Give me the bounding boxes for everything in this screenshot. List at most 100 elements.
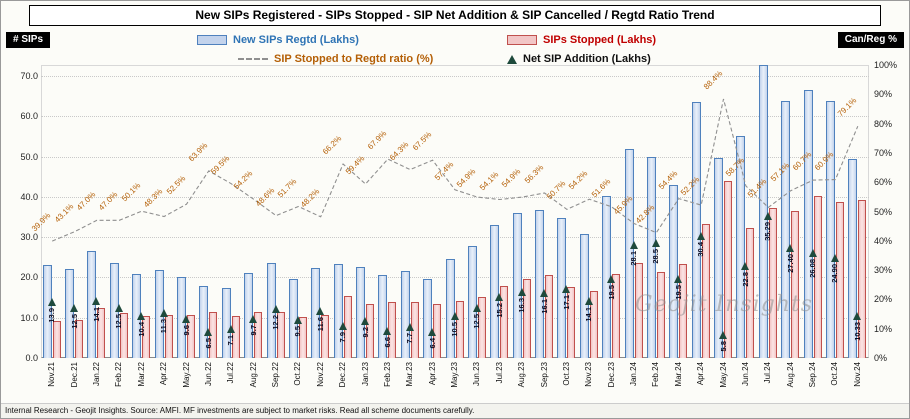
net-addition-marker (562, 285, 571, 294)
x-axis-month-label: Jan.23 (360, 362, 370, 387)
net-addition-marker (293, 315, 302, 324)
sips-stopped-bar (500, 285, 509, 358)
x-axis-month-label: Jan.24 (629, 362, 638, 387)
y-axis-tick-left: 70.0 (20, 70, 38, 81)
sips-stopped-bar (276, 311, 285, 358)
x-axis-month-label: Jan.22 (91, 362, 101, 387)
new-sips-bar (445, 258, 455, 358)
net-addition-value: 12.5 (472, 313, 482, 329)
net-addition-value: 30.4 (696, 241, 706, 257)
y-axis-tick-right: 80% (874, 118, 893, 129)
gridline (41, 116, 869, 118)
net-addition-marker (338, 322, 347, 331)
x-axis-month-label: Sep.23 (539, 362, 549, 388)
x-axis-month-label: Jul.22 (226, 362, 236, 384)
net-addition-value: 9.7 (248, 324, 258, 336)
sips-stopped-bar (567, 287, 576, 358)
y-axis-tick-left: 0.0 (25, 353, 38, 363)
net-addition-marker (114, 303, 123, 312)
new-sips-bar (691, 101, 701, 358)
x-axis-month-label: Jun.22 (203, 362, 213, 387)
x-axis-month-label: May.23 (450, 362, 459, 388)
x-axis-month-label: Sep.22 (271, 362, 280, 388)
net-addition-value: 9.5 (293, 325, 303, 337)
y-axis-tick-right: 0% (874, 353, 888, 363)
net-addition-value: 12.2 (271, 314, 280, 330)
net-addition-marker (316, 307, 325, 316)
net-addition-marker (607, 275, 616, 284)
x-axis-month-label: Apr.23 (427, 362, 437, 386)
net-addition-value: 6.5 (203, 337, 213, 349)
net-addition-marker (696, 231, 705, 240)
x-axis-month-label: Mar.24 (673, 362, 683, 387)
x-axis-month-label: Nov.22 (315, 362, 325, 387)
sips-stopped-bar (477, 296, 486, 358)
watermark: Geojit Insights (635, 292, 814, 317)
legend-ratio: SIP Stopped to Regtd ratio (%) (238, 53, 433, 65)
x-axis-month-label: May.24 (718, 362, 728, 388)
new-sips-bar (333, 263, 343, 358)
x-axis-month-label: Aug.23 (517, 362, 527, 388)
net-addition-marker (830, 253, 839, 262)
sips-stopped-bar (52, 320, 61, 358)
x-axis-month-label: May.22 (181, 362, 191, 388)
net-addition-value: 15.2 (494, 302, 504, 318)
new-sips-bar (423, 278, 433, 358)
net-addition-marker (383, 327, 392, 336)
net-addition-value: 6.6 (382, 337, 392, 348)
legend-net-addition: Net SIP Addition (Lakhs) (507, 53, 651, 65)
x-axis-month-label: Nov.21 (47, 362, 57, 387)
new-sips-bar (467, 246, 477, 358)
net-addition-value: 11.3 (159, 318, 169, 333)
net-addition-marker (674, 275, 683, 284)
net-addition-marker (495, 292, 504, 301)
net-addition-value: 13.9 (47, 308, 57, 323)
net-addition-marker (47, 298, 56, 306)
net-addition-value: 16.3 (517, 298, 527, 313)
x-axis-month-label: Mar.23 (405, 362, 415, 387)
net-addition-value: 12.5 (69, 313, 79, 329)
y-axis-tick-right: 30% (874, 265, 893, 276)
net-addition-value: 28.1 (629, 250, 638, 266)
net-addition-value: 24.90 (830, 263, 840, 283)
net-addition-marker (540, 289, 548, 298)
x-axis-month-label: Nov.24 (852, 362, 862, 387)
sips-stopped-bar (254, 311, 263, 358)
net-addition-value: 9.6 (181, 325, 191, 336)
x-axis-month-label: Jun.23 (472, 362, 482, 387)
net-addition-marker (92, 297, 101, 306)
net-addition-marker (450, 311, 459, 320)
net-addition-marker (719, 330, 727, 339)
net-addition-marker (271, 304, 280, 313)
net-addition-marker (226, 325, 235, 334)
sips-stopped-bar (656, 272, 665, 358)
plot-area (41, 65, 869, 358)
x-axis-month-label: Feb.24 (651, 362, 661, 387)
new-sips-swatch-icon (197, 35, 227, 45)
net-addition-value: 26.08 (808, 258, 818, 278)
x-axis-month-label: Feb.23 (382, 362, 392, 387)
sips-stopped-bar (231, 316, 240, 358)
sips-stopped-bar (634, 262, 643, 358)
y-axis-tick-left: 40.0 (20, 191, 38, 202)
new-sips-bar (781, 100, 791, 358)
sips-stopped-bar (455, 301, 464, 358)
net-addition-marker (763, 211, 772, 220)
y-axis-tick-left: 50.0 (20, 151, 38, 162)
net-addition-marker (182, 315, 190, 324)
net-addition-value: 14.1 (91, 307, 101, 322)
new-sips-bar (714, 157, 723, 358)
y-axis-tick-left: 20.0 (20, 272, 38, 283)
y-axis-tick-right: 10% (874, 323, 893, 334)
sips-stopped-bar (321, 314, 330, 358)
y-axis-tick-right: 50% (874, 206, 893, 217)
net-addition-triangle-icon (507, 54, 517, 64)
net-addition-marker (204, 327, 213, 336)
new-sips-bar (579, 233, 589, 358)
ratio-line-swatch-icon (238, 58, 268, 60)
new-sips-bar (669, 185, 679, 358)
net-addition-marker (808, 248, 817, 257)
net-addition-value: 11.6 (315, 317, 325, 332)
net-addition-value: 10.4 (136, 322, 146, 337)
chart-title: New SIPs Registered - SIPs Stopped - SIP… (29, 5, 881, 26)
